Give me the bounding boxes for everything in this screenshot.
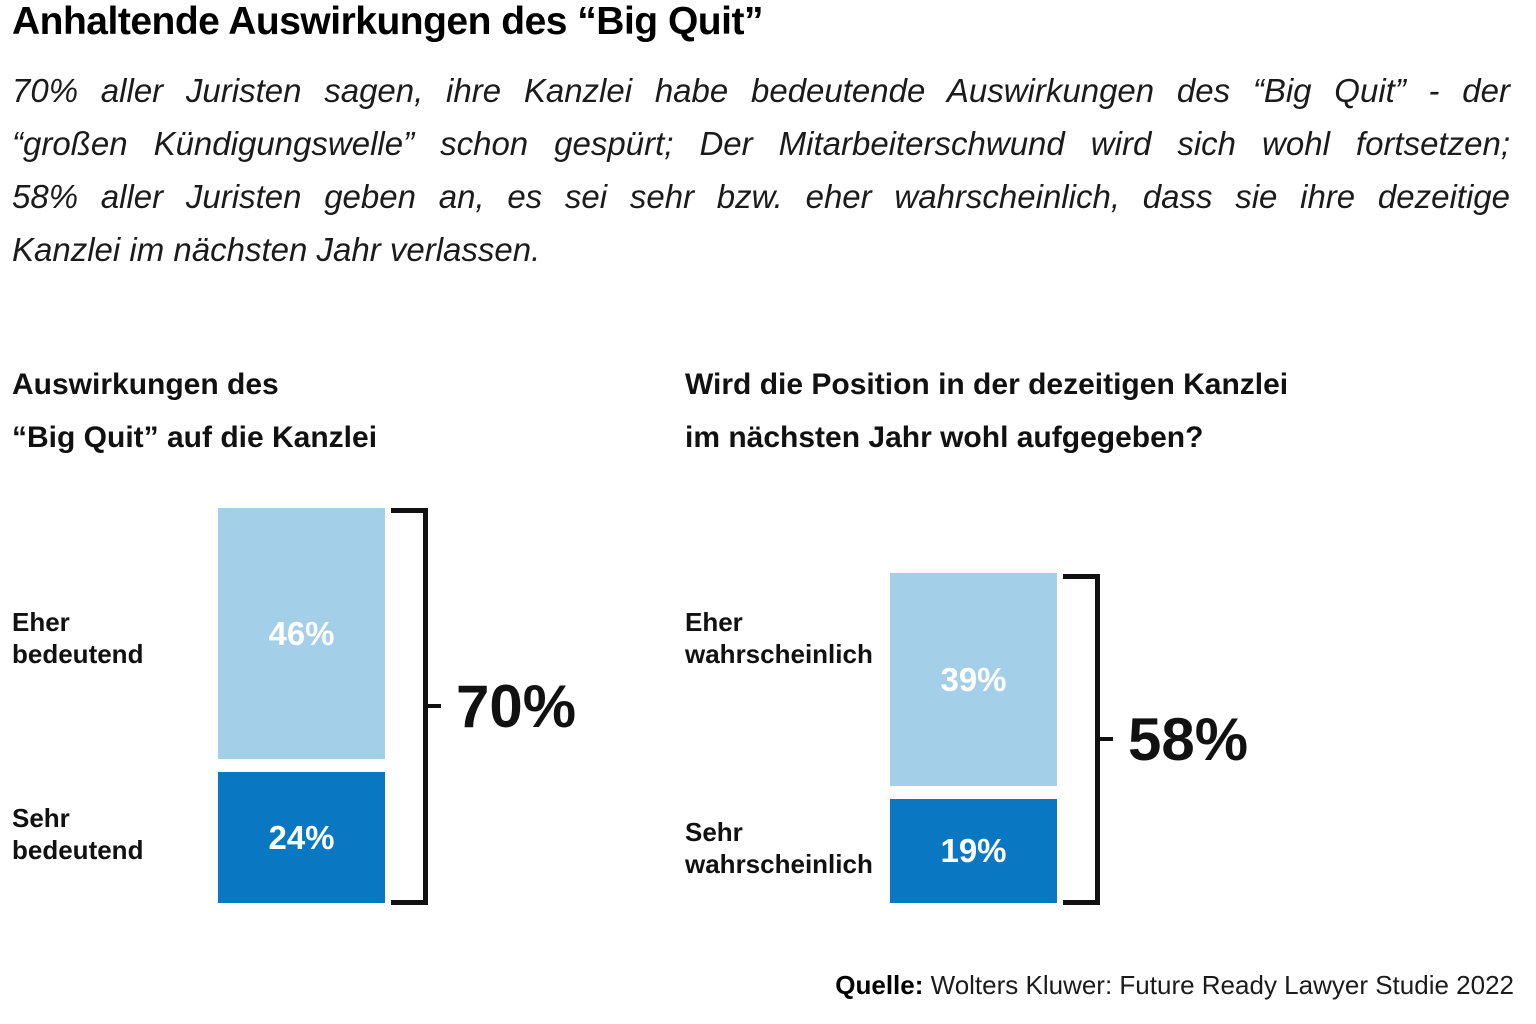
right-category-label-eher-wahrscheinlich: Eher wahrscheinlich xyxy=(685,607,873,669)
page-title: Anhaltende Auswirkungen des “Big Quit” xyxy=(12,0,763,43)
left-bracket-bottom-arm xyxy=(391,900,423,905)
left-bracket-top-arm xyxy=(391,508,423,513)
intro-line-1: 70% aller Juristen sagen, ihre Kanzlei h… xyxy=(12,72,1510,109)
left-chart-title: Auswirkungen des “Big Quit” auf die Kanz… xyxy=(12,358,377,464)
left-chart-title-line-1: Auswirkungen des xyxy=(12,368,279,401)
right-chart-title-line-2: im nächsten Jahr wohl aufgegeben? xyxy=(685,421,1204,454)
right-total-label: 58% xyxy=(1128,706,1249,773)
left-bar-value-top: 46% xyxy=(268,614,335,652)
left-bar-value-bottom: 24% xyxy=(268,818,335,856)
left-bar-segment-eher-bedeutend: 46% xyxy=(218,508,385,759)
right-bar-value-top: 39% xyxy=(940,660,1007,698)
right-category-label-sehr-wahrscheinlich: Sehr wahrscheinlich xyxy=(685,817,873,879)
left-total-label: 70% xyxy=(456,673,577,740)
intro-line-2: “großen Kündigungswelle” schon gespürt; … xyxy=(12,125,1510,162)
right-stacked-bar: 39% 19% xyxy=(890,573,1057,903)
intro-line-3: 58% aller Juristen geben an, es sei sehr… xyxy=(12,178,1510,215)
right-chart-title: Wird die Position in der dezeitigen Kanz… xyxy=(685,358,1288,464)
left-chart-title-line-2: “Big Quit” auf die Kanzlei xyxy=(12,421,378,454)
left-bracket-mid-tick xyxy=(428,704,441,708)
right-chart-title-line-1: Wird die Position in der dezeitigen Kanz… xyxy=(685,368,1289,401)
intro-paragraph: 70% aller Juristen sagen, ihre Kanzlei h… xyxy=(12,64,1510,276)
right-bracket-bottom-arm xyxy=(1063,900,1095,905)
left-bracket-vertical xyxy=(423,508,428,905)
source-line: Quelle: Wolters Kluwer: Future Ready Law… xyxy=(835,970,1514,1001)
source-label: Quelle: xyxy=(835,970,924,1000)
right-bracket-vertical xyxy=(1095,574,1100,905)
source-text: Wolters Kluwer: Future Ready Lawyer Stud… xyxy=(930,970,1514,1000)
left-bar-segment-sehr-bedeutend: 24% xyxy=(218,772,385,903)
right-bracket-top-arm xyxy=(1063,574,1095,579)
right-bar-value-bottom: 19% xyxy=(940,832,1007,869)
right-bracket-mid-tick xyxy=(1100,737,1113,741)
left-category-label-eher-bedeutend: Eher bedeutend xyxy=(12,607,144,669)
left-stacked-bar: 46% 24% xyxy=(218,508,385,903)
right-bar-segment-eher-wahrscheinlich: 39% xyxy=(890,573,1057,786)
intro-line-4: Kanzlei im nächsten Jahr verlassen. xyxy=(12,231,541,268)
left-category-label-sehr-bedeutend: Sehr bedeutend xyxy=(12,803,144,865)
right-bar-segment-sehr-wahrscheinlich: 19% xyxy=(890,799,1057,903)
